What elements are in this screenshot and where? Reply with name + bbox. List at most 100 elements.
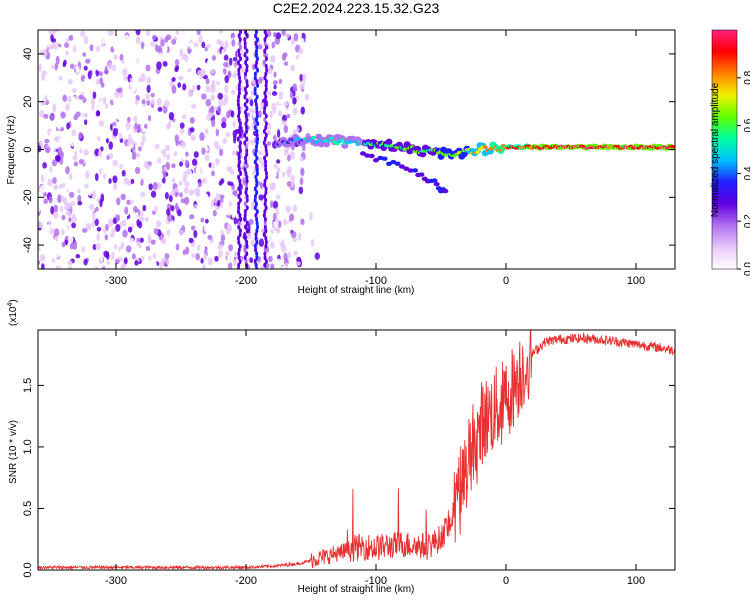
noise-speck	[50, 33, 54, 42]
noise-speck	[224, 85, 229, 94]
snr-y-label: SNR (10 * v/v)	[8, 420, 19, 484]
noise-speck	[218, 30, 224, 35]
noise-speck	[224, 75, 230, 84]
colorbar-tick-label: 0.6	[743, 118, 750, 132]
noise-speck	[295, 261, 302, 266]
branch-track-mark	[368, 153, 375, 159]
noise-speck	[171, 189, 176, 196]
noise-speck	[104, 234, 109, 241]
noise-speck	[188, 89, 193, 98]
noise-speck	[276, 129, 281, 138]
vertical-streak-mark	[244, 224, 248, 230]
noise-speck	[41, 151, 46, 160]
vertical-streak-mark	[264, 113, 268, 119]
noise-speck	[199, 140, 205, 146]
noise-speck	[287, 154, 291, 162]
noise-speck	[216, 80, 221, 86]
noise-speck	[195, 253, 200, 261]
noise-speck	[295, 174, 301, 183]
noise-speck	[147, 236, 152, 244]
noise-speck	[47, 222, 52, 231]
noise-speck	[196, 84, 201, 91]
noise-speck	[233, 250, 238, 259]
noise-speck	[164, 128, 169, 135]
noise-speck	[42, 162, 48, 169]
noise-speck	[248, 63, 253, 71]
vertical-streak-mark	[238, 243, 242, 249]
noise-speck	[283, 124, 289, 134]
noise-speck	[123, 75, 128, 81]
noise-speck	[208, 112, 214, 118]
vertical-streak-mark	[264, 144, 268, 150]
noise-speck	[82, 52, 87, 57]
noise-speck	[299, 156, 304, 162]
noise-speck	[55, 30, 60, 39]
vertical-streak-mark	[255, 182, 259, 188]
noise-speck	[233, 258, 237, 267]
noise-speck	[122, 229, 128, 238]
noise-speck	[171, 38, 177, 45]
noise-speck	[156, 97, 162, 107]
noise-speck	[54, 155, 61, 161]
noise-speck	[290, 64, 295, 72]
noise-speck	[38, 204, 41, 212]
vertical-streak-mark	[253, 124, 257, 131]
noise-speck	[63, 191, 69, 197]
noise-speck	[231, 213, 236, 219]
noise-speck	[240, 85, 245, 92]
noise-speck	[164, 144, 171, 152]
noise-speck	[130, 237, 135, 243]
noise-speck	[86, 127, 92, 134]
noise-speck	[107, 218, 114, 228]
noise-speck	[112, 175, 118, 184]
noise-speck	[276, 159, 281, 164]
noise-speck	[134, 99, 139, 105]
noise-speck	[87, 78, 92, 85]
noise-speck	[55, 220, 59, 226]
noise-speck	[286, 169, 292, 175]
noise-speck	[249, 99, 254, 107]
noise-speck	[91, 212, 96, 221]
noise-speck	[242, 125, 246, 131]
noise-speck	[142, 204, 147, 212]
noise-speck	[70, 43, 75, 48]
noise-speck	[104, 103, 109, 109]
noise-speck	[152, 34, 157, 41]
noise-speck	[226, 110, 231, 119]
noise-speck	[289, 45, 295, 51]
noise-speck	[128, 154, 132, 160]
noise-speck	[211, 55, 216, 61]
vertical-streak-mark	[245, 205, 249, 211]
noise-speck	[273, 134, 277, 142]
vertical-streak-mark	[245, 220, 249, 226]
noise-speck	[201, 41, 206, 49]
noise-speck	[182, 249, 187, 256]
noise-speck	[129, 138, 135, 146]
vertical-streak-mark	[254, 174, 258, 180]
vertical-streak-mark	[237, 201, 241, 207]
noise-speck	[138, 241, 142, 249]
x-tick-label: 0	[503, 575, 509, 587]
vertical-streak-mark	[253, 75, 257, 81]
noise-speck	[43, 42, 48, 51]
noise-speck	[269, 183, 275, 191]
vertical-streak-mark	[255, 109, 259, 115]
noise-speck	[247, 232, 252, 240]
noise-speck	[153, 228, 159, 235]
vertical-streak-mark	[255, 254, 259, 261]
noise-speck	[298, 47, 304, 55]
noise-speck	[240, 65, 245, 74]
noise-speck	[225, 103, 229, 111]
noise-speck	[44, 236, 49, 244]
vertical-streak-mark	[264, 166, 268, 173]
noise-speck	[215, 193, 220, 201]
noise-speck	[179, 48, 184, 57]
noise-speck	[47, 178, 53, 187]
noise-speck	[200, 68, 206, 77]
noise-speck	[53, 204, 59, 213]
noise-speck	[61, 214, 66, 220]
vertical-streak-mark	[263, 90, 267, 96]
noise-speck	[38, 63, 43, 72]
noise-speck	[185, 246, 190, 255]
